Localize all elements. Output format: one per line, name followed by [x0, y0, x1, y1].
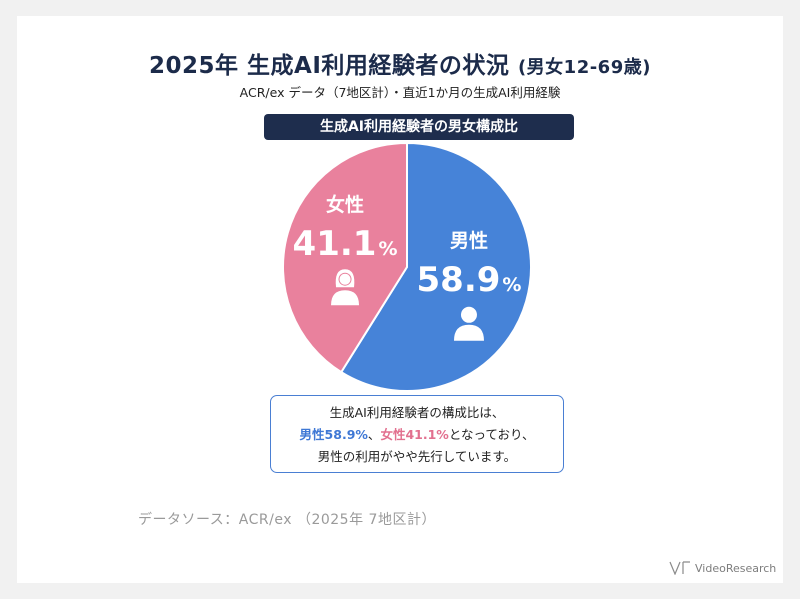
brand-name: VideoResearch [695, 561, 777, 575]
male-person-icon [453, 306, 484, 341]
female-person-icon [331, 269, 360, 306]
brand-logo: VideoResearch [669, 561, 776, 575]
slice-label-1: 女性 [326, 193, 364, 216]
callout-line-2-tail: となっており、 [448, 427, 535, 442]
callout-separator: 、 [367, 427, 381, 442]
summary-callout: 生成AI利用経験者の構成比は、 男性58.9%、女性41.1%となっており、 男… [270, 395, 564, 473]
chart-title: 生成AI利用経験者の男女構成比 [264, 114, 574, 140]
page-title: 2025年 生成AI利用経験者の状況 (男女12-69歳) [17, 46, 783, 80]
slice-label-0: 男性 [450, 229, 488, 252]
callout-line-2: 男性58.9%、女性41.1%となっており、 [271, 424, 563, 446]
page-subtitle: ACR/ex データ（7地区計）・直近1か月の生成AI利用経験 [239, 85, 561, 100]
slide: 2025年 生成AI利用経験者の状況 (男女12-69歳) ACR/ex データ… [17, 16, 783, 583]
brand-mark-icon [669, 561, 690, 575]
title-main: 2025年 生成AI利用経験者の状況 [149, 53, 510, 79]
callout-male-text: 男性58.9% [299, 427, 368, 442]
pie-slice-0 [339, 141, 532, 392]
slice-value-1: 41.1% [293, 224, 398, 264]
slice-value-0: 58.9% [417, 260, 522, 300]
pie-slice-1 [282, 141, 408, 374]
data-source: データソース：ACR/ex （2025年 7地区計） [138, 512, 436, 528]
callout-line-1: 生成AI利用経験者の構成比は、 [329, 405, 505, 420]
callout-female-text: 女性41.1% [380, 427, 449, 442]
title-suffix: (男女12-69歳) [517, 57, 651, 78]
callout-line-3: 男性の利用がやや先行しています。 [317, 449, 517, 464]
pie-chart: 男性 58.9 % 女性 41.1% [282, 141, 532, 392]
